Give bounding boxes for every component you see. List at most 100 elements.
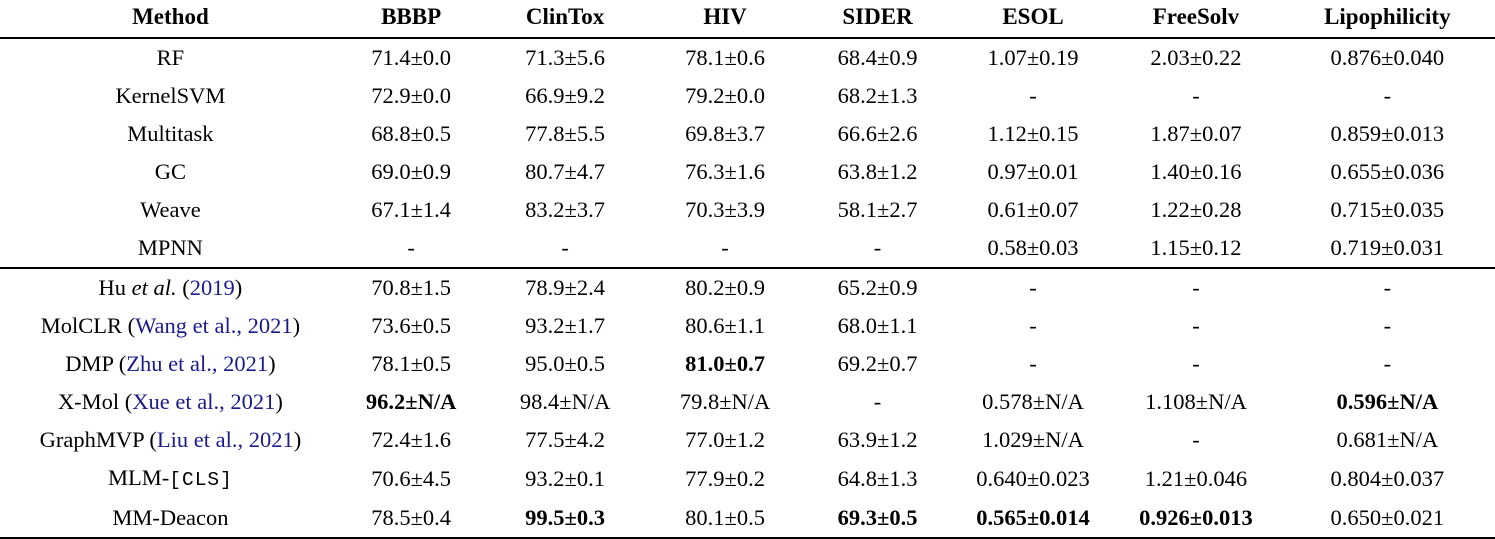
- value-cell: 71.3±5.6: [525, 45, 606, 70]
- value-cell: 71.4±0.0: [371, 45, 452, 70]
- method-name-text: DMP (: [65, 351, 127, 376]
- citation-link[interactable]: Wang et al., 2021: [135, 313, 293, 338]
- table-row: DMP (Zhu et al., 2021) 78.1±0.5 95.0±0.5 81…: [0, 345, 1495, 383]
- table-row: RF 71.4±0.0 71.3±5.6 78.1±0.6 68.4±0.9 1.07±0…: [0, 38, 1495, 77]
- value-cell: -: [1029, 313, 1037, 338]
- value-cell: 0.655±0.036: [1330, 159, 1445, 184]
- method-name-text: MLM-: [108, 465, 170, 490]
- value-cell: 1.12±0.15: [987, 121, 1079, 146]
- value-cell: 0.596±N/A: [1336, 389, 1439, 414]
- value-cell: 72.4±1.6: [371, 427, 452, 452]
- value-cell: 80.2±0.9: [648, 267, 802, 307]
- value-cell: -: [1192, 427, 1200, 452]
- table-body: RF 71.4±0.0 71.3±5.6 78.1±0.6 68.4±0.9 1.07±0…: [0, 38, 1495, 539]
- method-cell: Weave: [0, 191, 341, 229]
- table-row: MM-Deacon 78.5±0.4 99.5±0.3 80.1±0.5 69.3±0.…: [0, 499, 1495, 539]
- table-row: Weave 67.1±1.4 83.2±3.7 70.3±3.9 58.1±2.7 0.6…: [0, 191, 1495, 229]
- value-cell: 99.5±0.3: [525, 505, 606, 530]
- value-cell: 80.6±1.1: [685, 313, 765, 338]
- method-name-text: GC: [154, 159, 187, 184]
- table-row: GraphMVP (Liu et al., 2021) 72.4±1.6 77.5±…: [0, 421, 1495, 459]
- value-cell: -: [953, 267, 1113, 307]
- citation-link[interactable]: Liu et al., 2021: [156, 427, 294, 452]
- column-header-esol: ESOL: [953, 0, 1113, 39]
- value-cell: 96.2±N/A: [365, 389, 457, 414]
- column-header-bbbp: BBBP: [340, 0, 482, 39]
- value-cell: 69.0±0.9: [371, 159, 452, 184]
- method-cell: MPNN: [0, 229, 341, 268]
- table-row: GC 69.0±0.9 80.7±4.7 76.3±1.6 63.8±1.2 0.97±0…: [0, 153, 1495, 191]
- method-name-text: [CLS]: [169, 469, 233, 491]
- citation-link[interactable]: 2019: [189, 275, 235, 300]
- method-cell: GraphMVP (Liu et al., 2021): [0, 421, 341, 459]
- value-cell: -: [1383, 83, 1392, 108]
- value-cell: 0.640±0.023: [976, 466, 1090, 491]
- value-cell: 0.715±0.035: [1330, 197, 1445, 222]
- method-name-text: ): [292, 313, 301, 338]
- value-cell: 1.21±0.046: [1144, 466, 1248, 491]
- method-name-text: ): [275, 389, 283, 414]
- value-cell: 0.926±0.013: [1139, 505, 1253, 530]
- value-cell: 79.2±0.0: [685, 83, 765, 108]
- value-cell: 69.8±3.7: [685, 121, 765, 146]
- value-cell: -: [1029, 351, 1037, 376]
- value-cell: 2.03±0.22: [1150, 45, 1242, 70]
- header-row: Method BBBP ClinTox HIV SIDER ESOL FreeSolv Lip…: [0, 0, 1495, 39]
- value-cell: 0.876±0.040: [1330, 45, 1445, 70]
- method-cell: KernelSVM: [0, 77, 341, 115]
- value-cell: 68.0±1.1: [837, 313, 918, 338]
- method-cell: Multitask: [0, 115, 341, 153]
- value-cell: -: [1192, 313, 1200, 338]
- value-cell: -: [1192, 351, 1200, 376]
- value-cell: 58.1±2.7: [837, 197, 918, 222]
- table-header: Method BBBP ClinTox HIV SIDER ESOL FreeSolv Lip…: [0, 0, 1495, 39]
- method-cell: DMP (Zhu et al., 2021): [0, 345, 341, 383]
- value-cell: 72.9±0.0: [371, 83, 452, 108]
- value-cell: 0.565±0.014: [976, 505, 1090, 530]
- method-name-text: GraphMVP (: [39, 427, 157, 452]
- method-cell: GC: [0, 153, 341, 191]
- value-cell: 0.681±N/A: [1336, 427, 1439, 452]
- value-cell: 0.578±N/A: [982, 389, 1084, 414]
- value-cell: -: [1279, 267, 1495, 307]
- value-cell: 64.8±1.3: [837, 466, 918, 491]
- value-cell: 1.22±0.28: [1150, 197, 1242, 222]
- method-cell: MolCLR (Wang et al., 2021): [0, 307, 341, 345]
- value-cell: 0.97±0.01: [987, 159, 1079, 184]
- method-cell: MLM-[CLS]: [0, 459, 341, 499]
- method-cell: MM-Deacon: [0, 499, 341, 539]
- value-cell: 73.6±0.5: [371, 313, 452, 338]
- value-cell: 70.8±1.5: [340, 267, 482, 307]
- value-cell: 95.0±0.5: [525, 351, 606, 376]
- table-row: Multitask 68.8±0.5 77.8±5.5 69.8±3.7 66.6±2.…: [0, 115, 1495, 153]
- column-header-hiv: HIV: [648, 0, 802, 39]
- value-cell: 1.108±N/A: [1145, 389, 1247, 414]
- table-row: Hu et al. (2019) 70.8±1.5 78.9±2.4 80.2±0.9…: [0, 267, 1495, 307]
- value-cell: 0.650±0.021: [1330, 505, 1445, 530]
- method-name-text: KernelSVM: [115, 83, 226, 108]
- table-row: KernelSVM 72.9±0.0 66.9±9.2 79.2±0.0 68.2±1.…: [0, 77, 1495, 115]
- citation-link[interactable]: Xue et al., 2021: [132, 389, 276, 414]
- column-header-method: Method: [0, 0, 341, 39]
- value-cell: 79.8±N/A: [679, 389, 771, 414]
- value-cell: 67.1±1.4: [371, 197, 452, 222]
- method-name-text: Hu: [98, 275, 132, 300]
- citation-link[interactable]: Zhu et al., 2021: [126, 351, 269, 376]
- value-cell: -: [873, 389, 882, 414]
- value-cell: 70.3±3.9: [685, 197, 765, 222]
- value-cell: 77.9±0.2: [685, 466, 765, 491]
- table-row: X-Mol (Xue et al., 2021) 96.2±N/A 98.4±N/A…: [0, 383, 1495, 421]
- method-name-text: X-Mol (: [57, 389, 133, 414]
- table-row: MolCLR (Wang et al., 2021) 73.6±0.5 93.2±1…: [0, 307, 1495, 345]
- method-cell: Hu et al. (2019): [0, 267, 341, 307]
- value-cell: 80.7±4.7: [525, 159, 606, 184]
- value-cell: 0.859±0.013: [1330, 121, 1445, 146]
- value-cell: -: [873, 235, 882, 260]
- value-cell: 93.2±0.1: [525, 466, 606, 491]
- value-cell: 63.8±1.2: [837, 159, 918, 184]
- value-cell: 78.1±0.6: [685, 45, 765, 70]
- value-cell: 66.6±2.6: [837, 121, 918, 146]
- value-cell: 81.0±0.7: [685, 351, 765, 376]
- value-cell: 70.6±4.5: [371, 466, 452, 491]
